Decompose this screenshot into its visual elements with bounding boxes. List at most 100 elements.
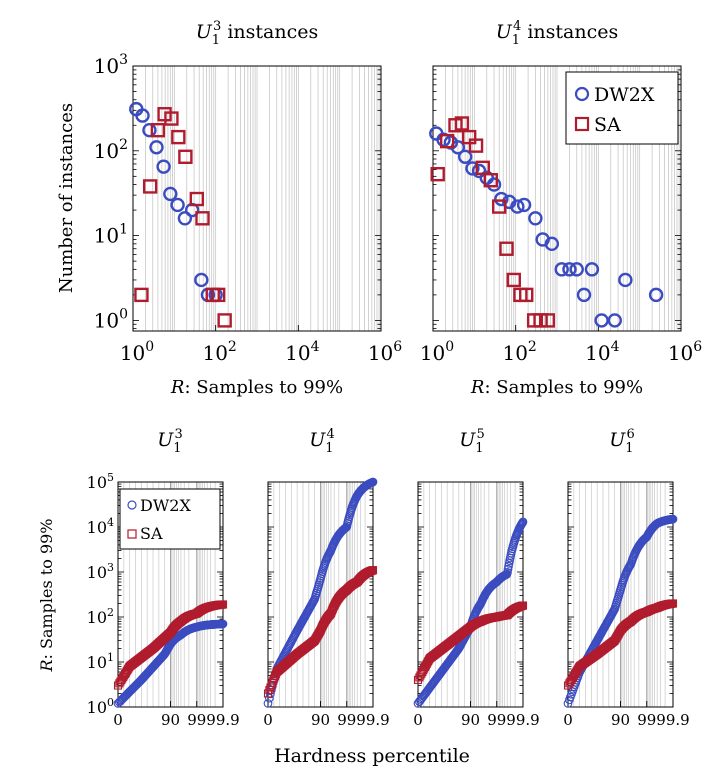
plot-area-hist-u13: 100 101 102 103 100 102 104 106 — [94, 52, 403, 365]
point-dw2x — [584, 262, 600, 277]
point-dw2x — [569, 262, 584, 277]
point-dw2x — [465, 161, 480, 176]
plot-frame — [132, 65, 382, 332]
x-tick-label: 99 — [337, 711, 356, 729]
point-dw2x — [576, 287, 592, 303]
x-tick-label: 99 — [487, 711, 506, 729]
x-tick-label: 90 — [161, 711, 180, 729]
ylabel-hist: Number of instances — [56, 103, 77, 293]
legend-pct-sa-marker — [127, 529, 137, 539]
point-sa — [171, 129, 186, 145]
point-sa — [430, 166, 445, 182]
point-sa — [189, 191, 205, 207]
x-tick-label: 104 — [285, 339, 319, 365]
panel-pct-u15: U15 0 90 99 99.9 — [413, 427, 539, 729]
x-tick-label: 100 — [120, 339, 154, 365]
legend-hist: DW2X SA — [565, 71, 679, 145]
point-sa — [468, 138, 484, 153]
panel-pct-u14: U14 0 90 99 99.9 — [263, 427, 389, 729]
x-tick-label: 0 — [413, 711, 423, 729]
panel-pct-u16: U16 0 90 99 99.9 — [563, 427, 689, 729]
xlabel-hist-u14: R: Samples to 99% — [470, 377, 643, 398]
point-dw2x — [607, 313, 622, 328]
legend-dw2x-marker — [574, 86, 590, 102]
point-sa — [210, 287, 226, 303]
plot-area-pct-u14: 0 90 99 99.9 — [263, 477, 390, 729]
ylabel-pct: R: Samples to 99% — [37, 518, 56, 672]
title-pct-u13: U13 — [157, 427, 183, 456]
point-dw2x — [368, 477, 378, 487]
point-dw2x — [503, 564, 513, 574]
point-dw2x — [486, 177, 502, 192]
point-dw2x — [163, 186, 178, 202]
point-sa — [668, 599, 678, 608]
point-sa — [218, 600, 228, 609]
y-tick-label: 103 — [94, 52, 128, 78]
x-tick-label: 99.9 — [206, 711, 239, 729]
x-tick-label: 99.9 — [356, 711, 389, 729]
series-sa — [134, 107, 232, 328]
point-dw2x — [668, 514, 678, 524]
series-dw2x — [429, 126, 664, 328]
title-hist-u13: U13 instances — [196, 19, 319, 48]
plot-area-hist-u14: 100 102 104 106 — [420, 65, 702, 365]
x-tick-label: 106 — [668, 339, 702, 365]
x-tick-label: 90 — [611, 711, 630, 729]
point-sa — [439, 133, 455, 149]
point-sa — [269, 676, 278, 685]
point-dw2x — [156, 159, 171, 174]
point-sa — [195, 211, 210, 226]
point-dw2x — [510, 199, 525, 214]
point-sa — [368, 566, 378, 575]
point-dw2x — [503, 568, 512, 577]
point-dw2x — [516, 197, 532, 213]
plot-frame — [432, 65, 682, 332]
series-sa — [263, 566, 378, 698]
point-dw2x — [194, 272, 209, 288]
x-tick-label: 0 — [563, 711, 573, 729]
panel-hist-u13: U13 instances 100 101 102 103 100 102 104 106 R… — [56, 19, 402, 398]
x-tick-label: 102 — [502, 339, 536, 365]
point-sa — [475, 160, 490, 176]
y-tick-label: 101 — [94, 222, 128, 248]
y-tick-label: 101 — [87, 651, 114, 672]
x-tick-label: 99 — [637, 711, 656, 729]
legend-pct-dw2x-marker — [127, 500, 137, 510]
point-dw2x — [135, 108, 150, 123]
panel-hist-u14: U14 instances 100 102 104 106 R: Samples to… — [420, 19, 702, 398]
y-tick-label: 104 — [87, 516, 114, 537]
x-tick-label: 102 — [202, 339, 236, 365]
x-tick-label: 104 — [585, 339, 619, 365]
point-dw2x — [618, 272, 633, 288]
y-tick-label: 100 — [94, 306, 128, 332]
x-tick-label: 99.9 — [656, 711, 689, 729]
legend-pct: DW2X SA — [119, 488, 221, 550]
point-sa — [164, 111, 179, 126]
point-sa — [178, 149, 193, 164]
point-dw2x — [149, 140, 164, 155]
x-tick-label: 90 — [311, 711, 330, 729]
point-sa — [142, 179, 158, 194]
point-sa — [492, 199, 507, 214]
series-sa — [430, 116, 556, 328]
title-hist-u14: U14 instances — [496, 19, 619, 48]
point-sa — [454, 116, 470, 131]
point-sa — [499, 241, 514, 256]
legend-pct-dw2x-label: DW2X — [140, 496, 191, 515]
point-sa — [518, 601, 528, 610]
point-dw2x — [142, 122, 157, 138]
series-dw2x — [113, 619, 228, 708]
series-dw2x — [413, 517, 528, 708]
point-dw2x — [264, 693, 274, 703]
y-tick-label: 103 — [87, 561, 114, 582]
xlabel-hist-u13: R: Samples to 99% — [170, 377, 343, 398]
y-tick-label: 100 — [87, 696, 114, 717]
point-sa — [540, 313, 556, 328]
point-dw2x — [177, 211, 193, 226]
legend-sa-marker — [574, 116, 590, 132]
point-dw2x — [436, 132, 451, 147]
point-dw2x — [494, 191, 509, 207]
point-dw2x — [544, 236, 560, 252]
legend-pct-sa-label: SA — [140, 524, 163, 543]
